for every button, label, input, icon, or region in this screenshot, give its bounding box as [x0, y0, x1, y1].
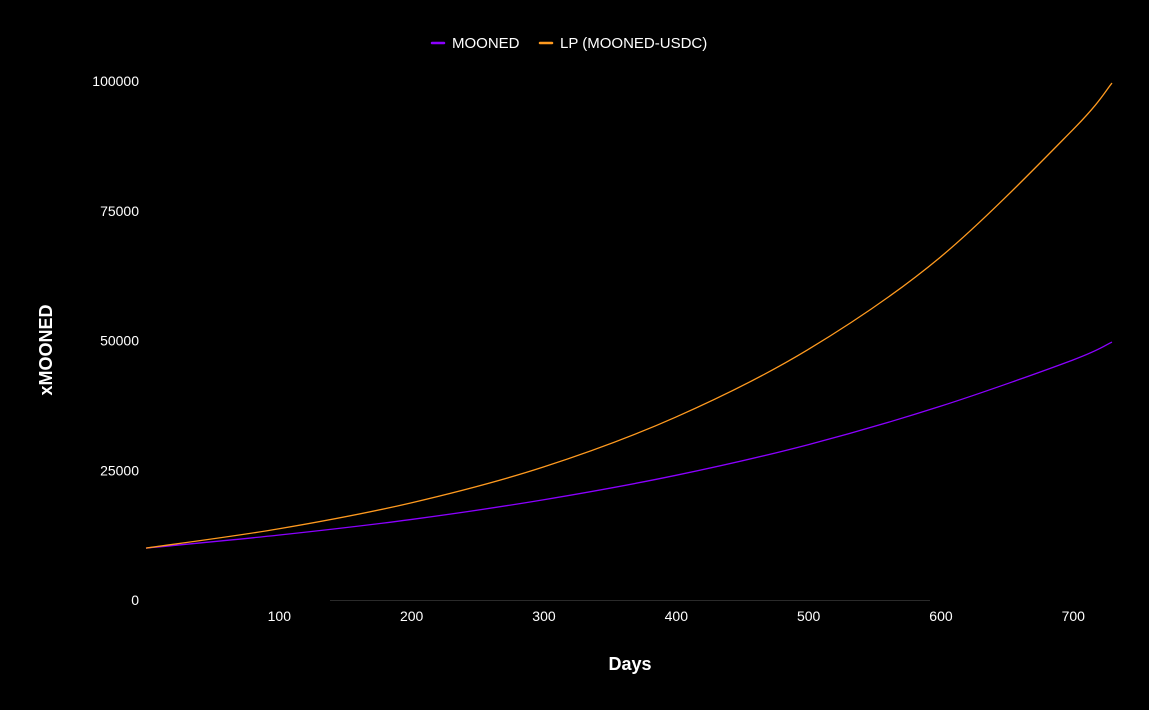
y-tick-label: 75000	[100, 203, 139, 219]
y-tick-label: 25000	[100, 462, 139, 478]
y-tick-label: 0	[131, 592, 139, 608]
y-axis-title: xMOONED	[36, 304, 56, 395]
y-tick-label: 50000	[100, 333, 139, 349]
x-axis-ticks: 100 200 300 400 500 600 700	[268, 608, 1086, 624]
x-tick-label: 200	[400, 608, 424, 624]
x-tick-label: 400	[665, 608, 689, 624]
x-tick-label: 100	[268, 608, 292, 624]
x-tick-label: 500	[797, 608, 821, 624]
legend-label-mooned: MOONED	[452, 35, 520, 52]
series-lines	[145, 82, 1113, 549]
legend-label-lp: LP (MOONED-USDC)	[560, 35, 707, 52]
x-tick-label: 600	[929, 608, 953, 624]
y-tick-label: 100000	[92, 73, 139, 89]
legend: MOONED LP (MOONED-USDC)	[430, 35, 707, 52]
y-axis-ticks: 0 25000 50000 75000 100000	[92, 73, 139, 608]
x-tick-label: 300	[532, 608, 556, 624]
x-axis-title: Days	[608, 654, 651, 674]
x-tick-label: 700	[1062, 608, 1086, 624]
series-line-mooned	[145, 341, 1113, 549]
series-line-lp	[145, 82, 1113, 549]
